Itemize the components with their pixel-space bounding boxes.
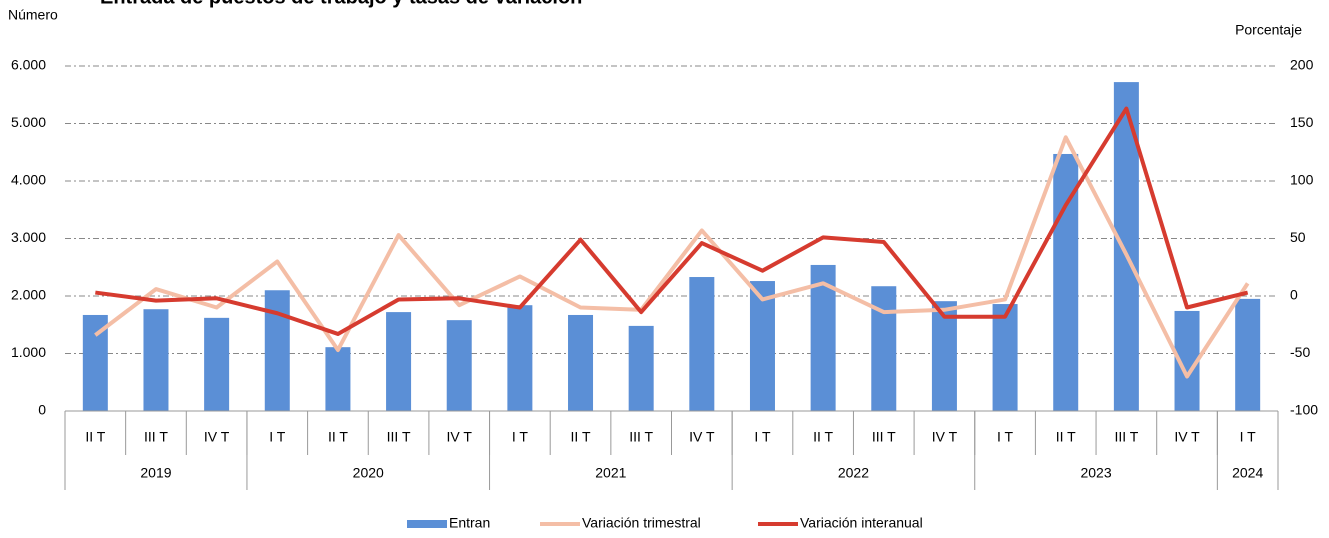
- bar: [871, 286, 897, 411]
- x-tick-label: II T: [1056, 429, 1076, 445]
- y2-tick-label: 0: [1290, 287, 1298, 303]
- legend-swatch: [407, 520, 447, 528]
- line-series: [95, 106, 1249, 336]
- group-label: 2019: [140, 465, 171, 481]
- bar: [931, 301, 957, 411]
- group-label: 2020: [353, 465, 384, 481]
- x-tick-label: II T: [85, 429, 105, 445]
- bar: [568, 314, 594, 411]
- x-tick-label: III T: [387, 429, 411, 445]
- x-tick-label: IV T: [447, 429, 473, 445]
- x-tick-label: II T: [571, 429, 591, 445]
- bar: [446, 320, 472, 411]
- bar: [749, 281, 775, 411]
- bar: [386, 312, 412, 411]
- y-tick-label: 1.000: [11, 344, 46, 360]
- y2-tick-label: 150: [1290, 114, 1314, 130]
- x-tick-label: I T: [512, 429, 529, 445]
- y-axis-label: Número: [8, 7, 58, 23]
- group-label: 2021: [595, 465, 626, 481]
- y-tick-label: 3.000: [11, 229, 46, 245]
- x-tick-label: I T: [1240, 429, 1257, 445]
- y-tick-label: 4.000: [11, 172, 46, 188]
- group-label: 2024: [1232, 465, 1263, 481]
- bar: [325, 347, 351, 411]
- y2-tick-label: 100: [1290, 172, 1314, 188]
- x-tick-label: II T: [813, 429, 833, 445]
- x-tick-label: IV T: [1174, 429, 1200, 445]
- legend-label: Variación trimestral: [582, 515, 701, 531]
- group-label: 2022: [838, 465, 869, 481]
- bar: [628, 325, 654, 411]
- x-tick-label: I T: [269, 429, 286, 445]
- bar: [204, 317, 230, 411]
- bar: [264, 290, 290, 411]
- chart-title: Entrada de puestos de trabajo y tasas de…: [100, 0, 582, 8]
- x-tick-label: IV T: [204, 429, 230, 445]
- x-tick-label: IV T: [932, 429, 958, 445]
- y2-axis-label: Porcentaje: [1235, 22, 1302, 38]
- y2-tick-label: 200: [1290, 57, 1314, 73]
- y-tick-label: 0: [38, 402, 46, 418]
- y-tick-label: 5.000: [11, 114, 46, 130]
- x-tick-label: III T: [872, 429, 896, 445]
- bar: [1235, 298, 1261, 411]
- legend-label: Variación interanual: [800, 515, 923, 531]
- x-tick-label: I T: [754, 429, 771, 445]
- x-tick-label: III T: [1114, 429, 1138, 445]
- bar: [1053, 153, 1079, 411]
- x-tick-label: II T: [328, 429, 348, 445]
- bar: [689, 277, 715, 411]
- legend-label: Entran: [449, 515, 490, 531]
- y-tick-label: 6.000: [11, 57, 46, 73]
- bar: [143, 309, 169, 411]
- x-tick-label: III T: [144, 429, 168, 445]
- x-tick-label: I T: [997, 429, 1014, 445]
- bar: [507, 305, 533, 411]
- y2-tick-label: -100: [1290, 402, 1318, 418]
- line-series: [94, 135, 1250, 379]
- group-label: 2023: [1080, 465, 1111, 481]
- y-tick-label: 2.000: [11, 287, 46, 303]
- y2-tick-label: -50: [1290, 344, 1310, 360]
- bar: [992, 304, 1018, 411]
- x-tick-label: III T: [629, 429, 653, 445]
- y2-tick-label: 50: [1290, 229, 1306, 245]
- x-tick-label: IV T: [689, 429, 715, 445]
